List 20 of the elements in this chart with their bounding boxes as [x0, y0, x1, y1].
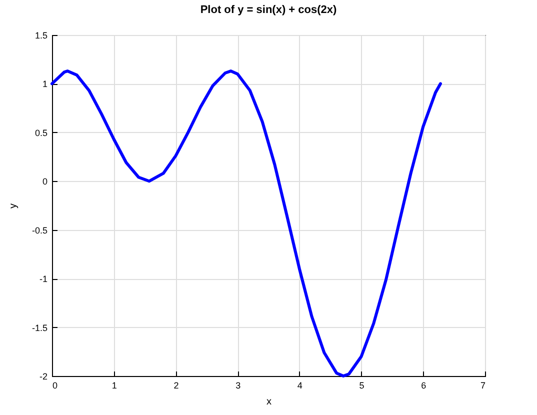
x-tick-label: 4	[297, 380, 302, 390]
x-tick-label: 6	[421, 380, 426, 390]
x-axis-title: x	[266, 396, 272, 408]
x-tick-label: 7	[480, 380, 486, 390]
y-tick-label: 1	[42, 79, 48, 90]
y-tick-label: 1.5	[34, 30, 48, 40]
x-tick-label: 1	[112, 380, 117, 390]
x-tick-label: 0	[52, 380, 58, 390]
x-tick-label: 3	[236, 380, 241, 390]
y-tick-label: -0.5	[32, 225, 48, 236]
y-tick-label: 0.5	[34, 128, 48, 138]
y-tick-label: -1	[39, 274, 48, 284]
y-axis-title: y	[8, 204, 19, 208]
line-series	[50, 70, 442, 378]
y-tick-label: 0	[42, 176, 48, 187]
x-tick-label: 5	[359, 380, 364, 390]
y-tick-label: -1.5	[32, 322, 48, 333]
x-tick-label: 2	[174, 380, 179, 390]
chart-title: Plot of y = sin(x) + cos(2x)	[200, 4, 337, 16]
y-tick-label: -2	[39, 372, 48, 382]
